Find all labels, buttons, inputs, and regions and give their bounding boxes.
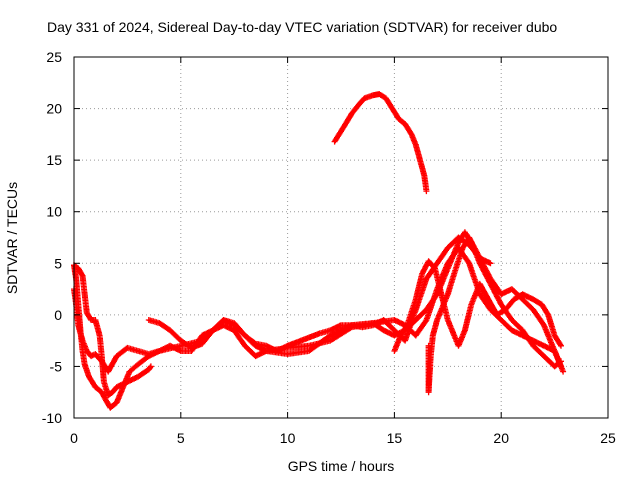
series-track-a (71, 262, 154, 399)
grid (74, 57, 608, 418)
chart-title: Day 331 of 2024, Sidereal Day-to-day VTE… (47, 19, 557, 35)
y-tick-label: -10 (42, 410, 62, 426)
x-tick-label: 20 (493, 430, 509, 446)
series-track-g (425, 234, 567, 396)
data-series (71, 91, 567, 411)
x-tick-label: 10 (280, 430, 296, 446)
data-point-markers (425, 234, 567, 396)
series-track-f (391, 258, 564, 354)
x-axis-label: GPS time / hours (288, 458, 395, 474)
data-point-markers (71, 262, 154, 399)
data-point-markers (391, 258, 564, 354)
y-tick-label: 5 (54, 255, 62, 271)
x-tick-label: 15 (387, 430, 403, 446)
x-tick-label: 25 (600, 430, 616, 446)
y-tick-label: -5 (50, 358, 63, 374)
y-tick-label: 25 (46, 49, 62, 65)
x-tick-label: 5 (177, 430, 185, 446)
x-tick-label: 0 (70, 430, 78, 446)
series-track-d (145, 244, 564, 370)
y-tick-label: 20 (46, 101, 62, 117)
y-tick-label: 0 (54, 307, 62, 323)
plot-frame (73, 56, 609, 419)
series-track-e (331, 91, 430, 195)
data-point-markers (331, 91, 430, 195)
data-point-markers (145, 244, 564, 370)
y-tick-label: 10 (46, 204, 62, 220)
axis-ticks: 0 5 10 15 20 25 -10 -5 0 5 10 15 20 25 (42, 49, 616, 446)
y-axis-label: SDTVAR / TECUs (4, 182, 20, 294)
y-tick-label: 15 (46, 152, 62, 168)
